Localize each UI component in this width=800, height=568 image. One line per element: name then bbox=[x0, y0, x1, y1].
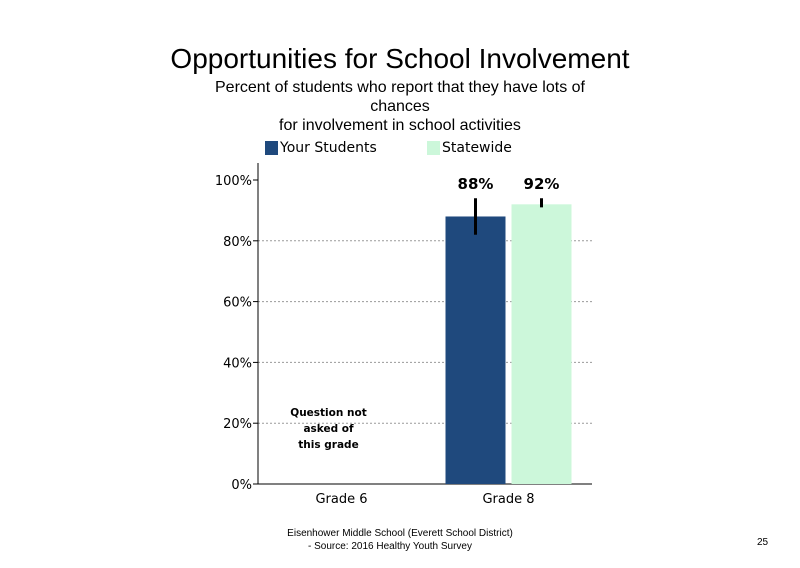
x-tick-label: Grade 8 bbox=[482, 492, 534, 507]
chart-title: Opportunities for School Involvement bbox=[170, 43, 630, 74]
page-number: 25 bbox=[757, 537, 769, 548]
bar-statewide bbox=[511, 204, 572, 484]
annotation-line: this grade bbox=[298, 439, 358, 451]
legend-label-statewide: Statewide bbox=[442, 140, 512, 156]
footer-school: Eisenhower Middle School (Everett School… bbox=[287, 528, 513, 539]
subtitle-line-2: for involvement in school activities bbox=[279, 117, 521, 134]
subtitle-line-1: Percent of students who report that they… bbox=[215, 79, 585, 115]
y-tick-label: 20% bbox=[223, 417, 252, 432]
data-label-your-students: 88% bbox=[458, 175, 494, 193]
y-tick-label: 60% bbox=[223, 296, 252, 311]
data-label-statewide: 92% bbox=[524, 175, 560, 193]
legend-swatch-your-students bbox=[265, 141, 278, 155]
chart-subtitle: Percent of students who report that they… bbox=[200, 78, 600, 135]
y-tick-label: 40% bbox=[223, 356, 252, 371]
bar-your-students bbox=[445, 216, 506, 485]
legend-label-your-students: Your Students bbox=[280, 140, 377, 156]
footer: Eisenhower Middle School (Everett School… bbox=[230, 527, 570, 553]
y-tick-label: 100% bbox=[215, 174, 252, 189]
x-tick-label: Grade 6 bbox=[315, 492, 367, 507]
footer-source: - Source: 2016 Healthy Youth Survey bbox=[308, 541, 472, 552]
legend-swatch-statewide bbox=[427, 141, 440, 155]
chart-legend: Your Students Statewide bbox=[0, 140, 800, 160]
y-tick-label: 80% bbox=[223, 235, 252, 250]
annotation-line: Question not bbox=[290, 407, 366, 419]
annotation-line: asked of bbox=[303, 423, 354, 435]
y-tick-label: 0% bbox=[231, 478, 252, 493]
